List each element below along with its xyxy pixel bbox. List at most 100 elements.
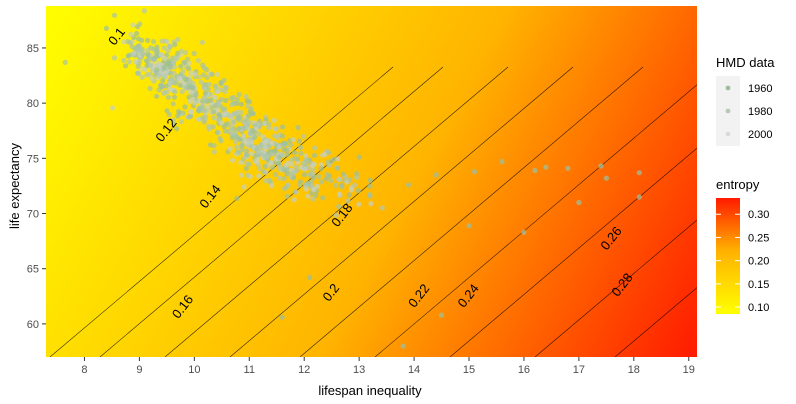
- scatter-point: [146, 55, 152, 62]
- scatter-point: [187, 77, 193, 83]
- legend-hmd-label-1980: 1980: [748, 106, 772, 118]
- scatter-point: [139, 74, 145, 80]
- scatter-point: [356, 154, 362, 160]
- scatter-point: [190, 85, 196, 91]
- scatter-point: [234, 96, 240, 102]
- y-tick-label: 70: [27, 209, 39, 221]
- scatter-point: [213, 103, 219, 109]
- scatter-point: [327, 173, 333, 179]
- scatter-point: [231, 111, 238, 117]
- scatter-point: [328, 178, 334, 184]
- scatter-point: [285, 182, 291, 188]
- scatter-point: [136, 43, 142, 49]
- scatter-point: [132, 59, 138, 65]
- legend-hmd-key-2000: [725, 131, 731, 137]
- scatter-point: [218, 103, 224, 109]
- scatter-point: [222, 106, 228, 112]
- scatter-point: [252, 134, 258, 140]
- scatter-point: [187, 98, 193, 104]
- scatter-point: [178, 63, 184, 69]
- scatter-point: [367, 191, 373, 198]
- legend-hmd-title: HMD data: [716, 55, 775, 70]
- scatter-point: [155, 60, 161, 66]
- y-tick-label: 65: [27, 264, 39, 276]
- scatter-point: [438, 312, 445, 318]
- scatter-point: [314, 183, 320, 189]
- contour-lines: [49, 66, 796, 357]
- scatter-point: [199, 39, 205, 45]
- scatter-point: [111, 55, 118, 61]
- scatter-point: [290, 137, 296, 143]
- scatter-point: [266, 125, 272, 131]
- scatter-point: [279, 133, 286, 139]
- scatter-point: [318, 162, 324, 168]
- scatter-point: [282, 141, 288, 147]
- scatter-point: [154, 93, 160, 99]
- scatter-point: [308, 172, 314, 179]
- legend-entropy-colorbar: [716, 198, 740, 314]
- scatter-point: [208, 97, 214, 103]
- scatter-point: [192, 100, 198, 106]
- scatter-point: [289, 161, 295, 167]
- contour-line: [449, 147, 697, 357]
- scatter-point: [221, 112, 227, 118]
- scatter-point: [207, 142, 214, 148]
- scatter-point: [172, 89, 178, 95]
- scatter-point: [157, 72, 163, 79]
- legend-hmd-key-1960: [725, 85, 731, 91]
- scatter-point: [135, 36, 142, 42]
- scatter-point: [297, 179, 304, 185]
- scatter-point: [303, 186, 309, 192]
- scatter-point: [125, 53, 131, 59]
- scatter-point: [240, 133, 246, 139]
- scatter-point: [281, 176, 287, 182]
- contour-line: [374, 84, 697, 357]
- scatter-point: [288, 172, 294, 179]
- scatter-point: [147, 62, 153, 69]
- scatter-point: [186, 94, 192, 100]
- scatter-point: [214, 71, 220, 77]
- scatter-point: [249, 151, 255, 157]
- scatter-point: [255, 149, 261, 155]
- x-tick-label: 14: [408, 364, 420, 376]
- scatter-point: [346, 192, 352, 198]
- scatter-point: [298, 145, 304, 151]
- scatter-point: [339, 182, 345, 188]
- scatter-point: [165, 94, 172, 100]
- scatter-point: [162, 55, 168, 62]
- scatter-point: [188, 70, 194, 76]
- scatter-point: [379, 205, 385, 211]
- scatter-point: [214, 85, 220, 91]
- scatter-point: [182, 104, 188, 110]
- scatter-point: [256, 166, 263, 172]
- scatter-point: [121, 57, 127, 64]
- scatter-point: [178, 119, 184, 125]
- scatter-point: [171, 94, 178, 100]
- scatter-point: [255, 159, 261, 165]
- scatter-point: [123, 63, 129, 69]
- scatter-point: [145, 37, 151, 44]
- scatter-point: [262, 163, 268, 169]
- scatter-point: [167, 85, 173, 91]
- scatter-point: [249, 127, 256, 133]
- scatter-point: [234, 195, 240, 201]
- y-axis: 60 65 70 75 80 85: [27, 43, 46, 331]
- scatter-point: [159, 38, 165, 44]
- legend-entropy-label: 0.30: [748, 209, 769, 221]
- x-tick-label: 12: [298, 364, 310, 376]
- scatter-point: [160, 78, 166, 84]
- scatter-point: [532, 167, 538, 174]
- y-tick-label: 60: [27, 319, 39, 331]
- scatter-point: [169, 79, 175, 85]
- contour-line: [790, 67, 796, 357]
- scatter-point: [295, 125, 301, 131]
- legend-hmd-key-1980: [725, 108, 731, 114]
- scatter-point: [345, 198, 351, 204]
- scatter-point: [174, 55, 180, 61]
- scatter-point: [276, 165, 282, 172]
- x-tick-label: 8: [81, 364, 87, 376]
- scatter-point: [161, 65, 167, 71]
- legend-hmd-label-1960: 1960: [748, 83, 772, 95]
- scatter-point: [201, 65, 207, 71]
- scatter-point: [244, 98, 250, 104]
